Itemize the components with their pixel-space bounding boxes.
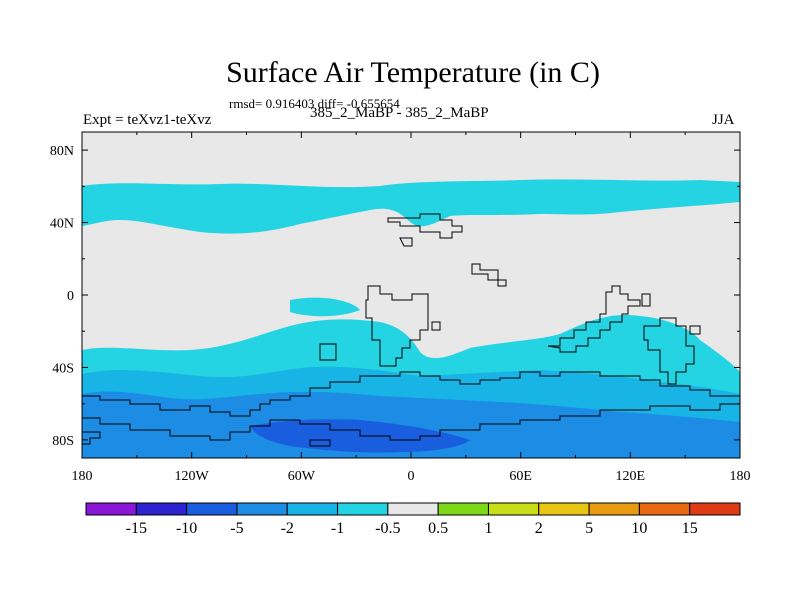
- colorbar-swatch: [236, 502, 288, 516]
- colorbar-label: -10: [176, 520, 197, 537]
- y-tick-label: 0: [67, 289, 74, 304]
- colorbar-swatch: [487, 502, 540, 516]
- x-tick-label: 60E: [509, 469, 532, 484]
- field-band-minus2: [82, 391, 740, 458]
- colorbar-label: 1: [484, 520, 492, 537]
- coastline-j: [689, 325, 701, 335]
- colorbar-swatch: [588, 502, 640, 516]
- x-tick-label: 60W: [288, 469, 316, 484]
- coastline-a: [387, 213, 463, 239]
- colorbar-swatch: [286, 502, 339, 516]
- colorbar-swatch: [437, 502, 489, 516]
- y-tick-label: 80N: [50, 144, 74, 159]
- colorbar-label: -15: [126, 520, 147, 537]
- colorbar-label: -5: [230, 520, 243, 537]
- colorbar-swatch: [638, 502, 691, 516]
- x-tick-label: 0: [408, 469, 415, 484]
- chart-subtitle: 385_2_MaBP - 385_2_MaBP: [310, 105, 489, 121]
- colorbar-swatch: [186, 502, 238, 516]
- y-tick-label: 40N: [50, 217, 74, 232]
- x-tick-label: 180: [730, 469, 751, 484]
- field-band-north: [82, 179, 740, 234]
- temperature-field: [82, 132, 740, 458]
- x-tick-label: 120E: [616, 469, 646, 484]
- chart-title: Surface Air Temperature (in C): [226, 56, 600, 89]
- colorbar-swatch: [689, 502, 741, 516]
- colorbar-swatch: [538, 502, 590, 516]
- coastline-k: [82, 371, 740, 417]
- field-blob-south: [290, 297, 360, 317]
- colorbar-label: 0.5: [428, 520, 448, 537]
- stats-text: rmsd= 0.916403 diff= -0.655654: [229, 96, 400, 111]
- colorbar: -15 -10 -5 -2 -1 -0.5 0.5 1 2 5 10 15: [85, 502, 741, 537]
- coastline-c: [471, 263, 507, 287]
- experiment-label: Expt = teXvz1-teXvz: [83, 112, 212, 128]
- colorbar-swatch: [387, 502, 439, 516]
- x-tick-label: 120W: [175, 469, 210, 484]
- y-tick-label: 40S: [52, 361, 74, 376]
- coastline-i: [643, 317, 695, 385]
- coastline-g: [547, 285, 641, 353]
- coastline-m: [82, 431, 101, 445]
- y-axis: 80N 40N 0 40S 80S: [50, 144, 740, 449]
- coastline-d: [365, 285, 429, 367]
- coastline-l: [82, 403, 740, 441]
- x-axis: 180 120W 60W 0 60E 120E 180: [72, 132, 751, 484]
- x-tick-label: 180: [72, 469, 93, 484]
- colorbar-label: 5: [585, 520, 593, 537]
- colorbar-label: -1: [331, 520, 344, 537]
- colorbar-label: 2: [535, 520, 543, 537]
- coastline-h: [641, 293, 651, 307]
- coastline-f: [319, 343, 337, 361]
- colorbar-label: -0.5: [375, 520, 400, 537]
- coastline-n: [309, 439, 331, 447]
- y-tick-label: 80S: [52, 434, 74, 449]
- colorbar-swatch: [135, 502, 188, 516]
- field-blob-north: [270, 205, 320, 217]
- coastlines: [82, 213, 740, 447]
- coastline-b: [399, 237, 413, 247]
- season-label: JJA: [712, 112, 735, 128]
- coastline-e: [431, 321, 441, 331]
- colorbar-label: -2: [281, 520, 294, 537]
- colorbar-swatch: [337, 502, 389, 516]
- colorbar-label: 15: [682, 520, 698, 537]
- colorbar-label: 10: [631, 520, 647, 537]
- colorbar-swatch: [85, 502, 137, 516]
